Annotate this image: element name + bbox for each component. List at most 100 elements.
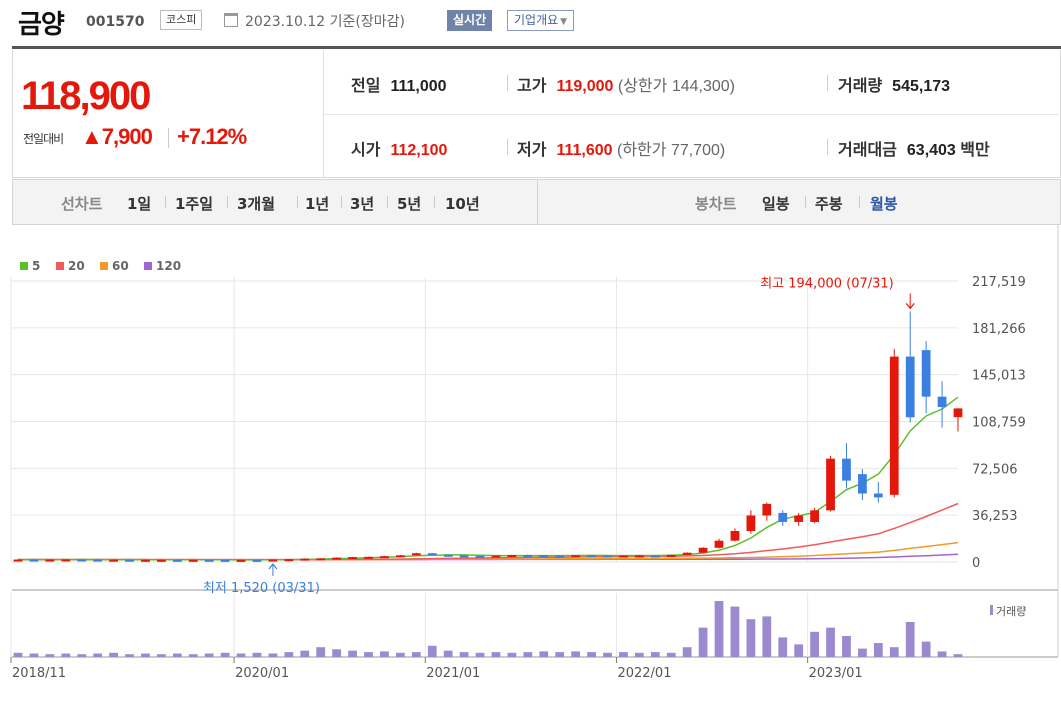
prev-close-label: 전일 <box>351 78 381 95</box>
volume-bar <box>364 652 373 657</box>
volume-bar <box>13 652 23 657</box>
period-3m[interactable]: 3개월 <box>237 195 276 213</box>
change-divider <box>168 128 169 148</box>
period-10y[interactable]: 10년 <box>445 195 480 213</box>
candle-body <box>762 503 772 516</box>
current-price-area: 118,900 전일대비 ▲7,900 +7.12% <box>13 50 324 177</box>
volume-stat: 거래량 545,173 <box>838 72 950 96</box>
change-label: 전일대비 <box>23 132 64 146</box>
low-label: 저가 <box>517 142 547 159</box>
volume-legend-label: 거래량 <box>996 605 1026 618</box>
volume-bar <box>523 652 533 657</box>
volume-bar <box>858 648 867 657</box>
volume-bar <box>555 652 565 657</box>
candle-body <box>220 559 230 562</box>
x-tick-label: 2023/01 <box>809 666 863 681</box>
candle-monthly[interactable]: 월봉 <box>870 195 898 213</box>
price-panel: 118,900 전일대비 ▲7,900 +7.12% 전일 111,000 고가 1… <box>12 50 1061 178</box>
volume-bar <box>826 627 835 657</box>
volume-bar <box>746 619 756 657</box>
period-5y[interactable]: 5년 <box>397 195 422 213</box>
stat-divider <box>507 139 508 155</box>
candle-weekly[interactable]: 주봉 <box>815 195 843 213</box>
volume-bar <box>587 652 596 657</box>
volume-bar <box>698 627 708 657</box>
candle-body <box>268 559 278 562</box>
prev-close-value: 111,000 <box>390 78 447 95</box>
amount-unit: 백만 <box>960 142 990 159</box>
candle-body <box>316 558 326 561</box>
volume-bar <box>650 652 660 657</box>
candle-body <box>603 555 612 558</box>
line-chart-label: 선차트 <box>61 195 103 213</box>
volume-bar <box>316 647 326 657</box>
prev-close-stat: 전일 111,000 <box>351 72 447 96</box>
x-tick-label: 2022/01 <box>617 666 671 681</box>
lower-limit-label: (하한가 <box>616 142 667 159</box>
volume-bar <box>603 652 612 657</box>
volume-label: 거래량 <box>838 78 883 95</box>
y-tick-label: 0 <box>972 556 980 571</box>
volume-bar <box>921 641 931 657</box>
volume-bar <box>252 652 262 657</box>
volume-bar <box>810 631 819 657</box>
change-value: ▲7,900 <box>81 124 153 150</box>
volume-bar <box>332 649 342 657</box>
candle-body <box>93 559 103 562</box>
stock-chart[interactable]: 217,519 181,266 145,013 108,759 72,506 36,253… <box>0 225 1061 713</box>
high-value: 119,000 <box>556 78 614 95</box>
high-label: 고가 <box>517 78 547 95</box>
volume-bar <box>459 652 469 657</box>
candle-body <box>475 555 485 558</box>
legend-label: 120 <box>156 259 181 273</box>
candle-body <box>204 559 214 562</box>
period-divider <box>227 196 228 208</box>
candle-body <box>698 547 708 553</box>
candle-body <box>937 396 947 407</box>
market-badge: 코스피 <box>160 10 203 30</box>
amount-value: 63,403 <box>906 142 956 159</box>
candle-body <box>77 559 87 562</box>
candle-body <box>587 555 596 558</box>
realtime-button[interactable]: 실시간 <box>447 10 493 31</box>
volume-legend-swatch <box>990 605 993 615</box>
company-overview-dropdown[interactable]: 기업개요 ▼ <box>507 10 575 31</box>
candle-body <box>300 558 310 561</box>
volume-bar <box>236 653 246 657</box>
volume-bar <box>427 645 437 657</box>
volume-bar <box>953 654 963 657</box>
volume-bar <box>443 650 453 657</box>
candle-daily[interactable]: 일봉 <box>762 195 790 213</box>
candle-body <box>348 557 357 560</box>
candle-body <box>619 555 628 558</box>
volume-bar <box>300 650 310 657</box>
period-1d[interactable]: 1일 <box>127 195 152 213</box>
candle-body <box>427 553 437 556</box>
up-arrow-icon: ▲ <box>81 124 103 149</box>
candle-body <box>634 555 644 558</box>
candle-body <box>13 559 23 562</box>
candle-body <box>953 408 963 418</box>
open-value: 112,100 <box>390 142 448 159</box>
low-stat: 저가 111,600 (하한가 77,700) <box>517 136 725 160</box>
volume-bar <box>93 653 103 657</box>
candle-body <box>395 555 405 558</box>
volume-bar <box>905 622 915 657</box>
reference-date: 2023.10.12 기준(장마감) <box>245 14 405 30</box>
candle-body <box>45 559 55 562</box>
volume-bar <box>571 651 581 657</box>
volume-bar <box>172 653 182 657</box>
candle-body <box>873 493 883 498</box>
y-tick-label: 36,253 <box>972 509 1018 524</box>
period-1y[interactable]: 1년 <box>305 195 330 213</box>
volume-bar <box>204 653 214 657</box>
x-tick-label: 2018/11 <box>12 666 66 681</box>
moving-average-ma5 <box>18 396 959 561</box>
period-3y[interactable]: 3년 <box>350 195 375 213</box>
volume-bar <box>714 601 724 657</box>
period-divider <box>165 196 166 208</box>
candle-body <box>380 556 389 559</box>
y-tick-label: 72,506 <box>972 462 1018 477</box>
candle-body <box>364 556 373 559</box>
period-1w[interactable]: 1주일 <box>175 195 214 213</box>
